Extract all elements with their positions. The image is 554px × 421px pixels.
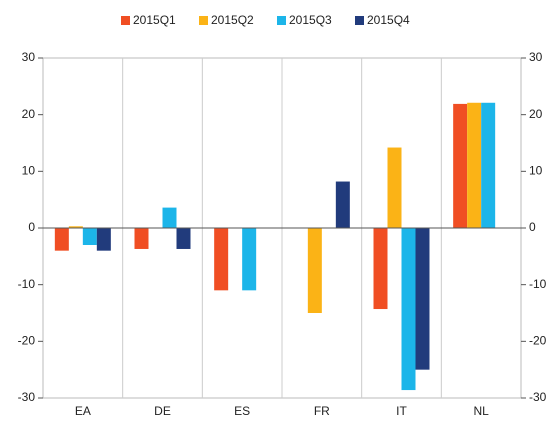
legend-swatch bbox=[199, 16, 208, 25]
y2-tick-label: -10 bbox=[529, 277, 547, 291]
y-tick-label: -20 bbox=[18, 334, 36, 348]
bar bbox=[453, 103, 468, 228]
y-tick-label: 10 bbox=[22, 164, 36, 178]
x-tick-label: NL bbox=[473, 404, 489, 418]
bar bbox=[373, 228, 388, 310]
legend-label: 2015Q4 bbox=[367, 13, 410, 27]
bar bbox=[54, 228, 69, 251]
bar bbox=[387, 147, 402, 228]
x-tick-label: EA bbox=[75, 404, 91, 418]
y-tick-label: 30 bbox=[22, 50, 36, 64]
y-tick-label: 20 bbox=[22, 107, 36, 121]
bar bbox=[214, 228, 229, 291]
y2-tick-label: 20 bbox=[529, 107, 543, 121]
y2-tick-label: 0 bbox=[529, 220, 536, 234]
y2-tick-label: -20 bbox=[529, 334, 547, 348]
legend-swatch bbox=[277, 16, 286, 25]
y-tick-label: -10 bbox=[18, 277, 36, 291]
bar bbox=[96, 228, 111, 251]
y-tick-label: -30 bbox=[18, 390, 36, 404]
bar bbox=[242, 228, 257, 291]
bar bbox=[176, 228, 191, 249]
bar bbox=[162, 207, 177, 228]
legend-label: 2015Q2 bbox=[211, 13, 254, 27]
bar bbox=[481, 102, 496, 228]
legend-swatch bbox=[355, 16, 364, 25]
bar bbox=[415, 228, 430, 370]
legend-label: 2015Q1 bbox=[133, 13, 176, 27]
legend-swatch bbox=[121, 16, 130, 25]
x-tick-label: DE bbox=[154, 404, 171, 418]
legend-label: 2015Q3 bbox=[289, 13, 332, 27]
bar bbox=[307, 228, 322, 313]
bar bbox=[335, 181, 350, 228]
y2-tick-label: -30 bbox=[529, 390, 547, 404]
bar bbox=[68, 226, 83, 228]
bar bbox=[134, 228, 149, 249]
y2-tick-label: 30 bbox=[529, 50, 543, 64]
y2-tick-label: 10 bbox=[529, 164, 543, 178]
bar bbox=[467, 102, 482, 228]
y-tick-label: 0 bbox=[28, 220, 35, 234]
x-tick-label: IT bbox=[396, 404, 407, 418]
x-tick-label: ES bbox=[234, 404, 250, 418]
bar bbox=[401, 228, 416, 391]
bar bbox=[82, 228, 97, 245]
x-tick-label: FR bbox=[314, 404, 330, 418]
